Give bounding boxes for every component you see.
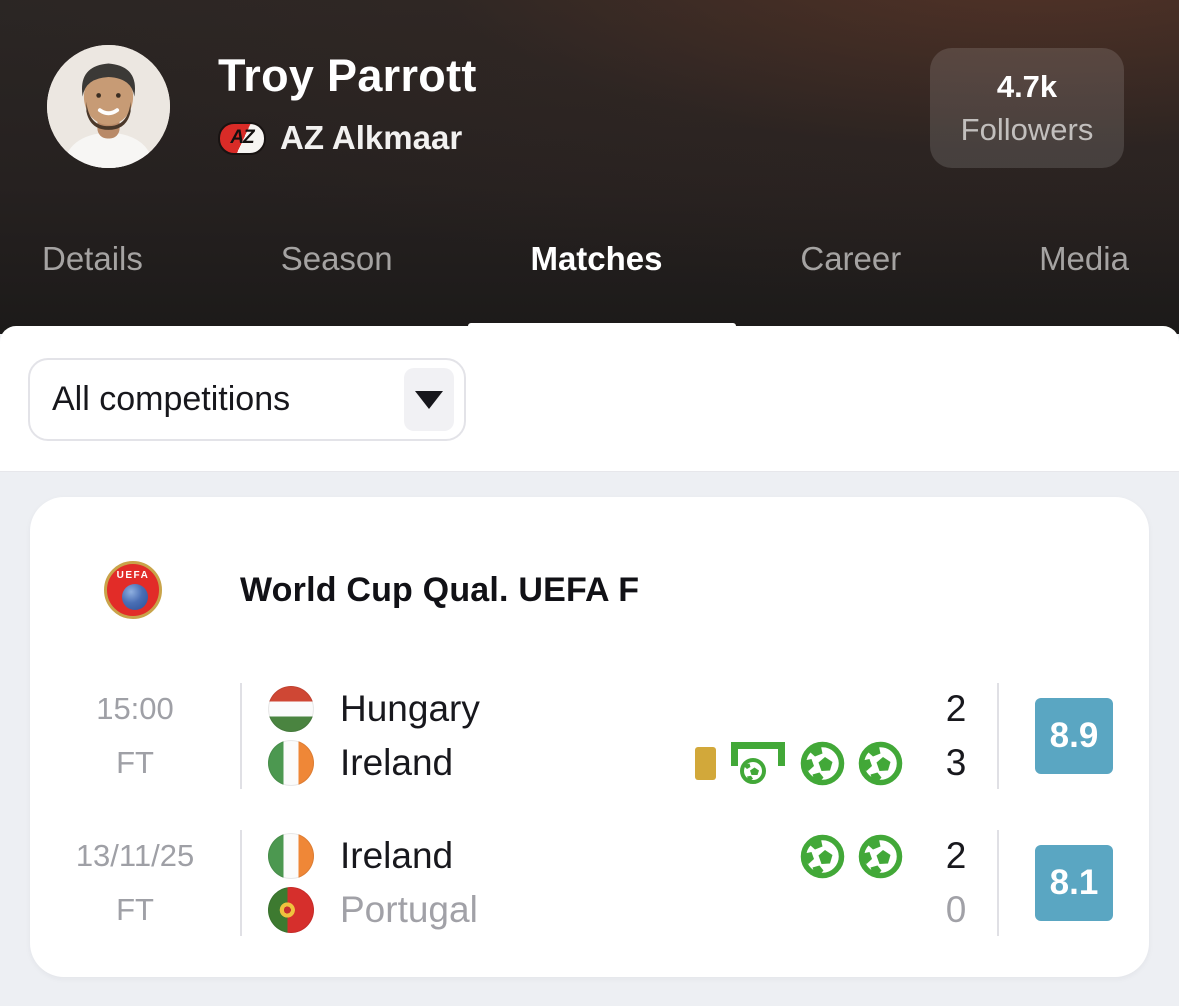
- competition-title: World Cup Qual. UEFA F: [240, 570, 640, 609]
- divider: [240, 683, 242, 789]
- team-row[interactable]: AZ AZ Alkmaar: [218, 119, 477, 157]
- az-alkmaar-logo-icon: AZ: [218, 121, 266, 155]
- match-status: FT: [116, 745, 154, 780]
- match-time: 15:00: [96, 691, 174, 726]
- team-flag: [268, 887, 314, 933]
- team-flag: [268, 833, 314, 879]
- goal-icon: [858, 741, 903, 786]
- match-row[interactable]: 13/11/25 FT Ireland 2 Portugal: [30, 829, 1149, 937]
- team-line-home: Hungary 2: [268, 682, 977, 736]
- rating-column: 8.9: [999, 698, 1149, 774]
- chevron-down-icon: [415, 390, 443, 409]
- teams-column: Ireland 2 Portugal 0: [242, 829, 997, 937]
- uefa-logo-text: UEFA: [116, 570, 150, 581]
- goal-icon: [800, 834, 845, 879]
- tab-career[interactable]: Career: [800, 240, 902, 277]
- match-row[interactable]: 15:00 FT Hungary 2 Ireland: [30, 682, 1149, 790]
- player-avatar: [47, 45, 170, 168]
- team-label: Ireland: [340, 835, 454, 876]
- yellow-card-icon: [695, 746, 716, 780]
- player-info: Troy Parrott AZ AZ Alkmaar: [218, 50, 477, 157]
- team-score: 3: [945, 742, 967, 783]
- match-date: 13/11/25: [75, 838, 195, 873]
- team-line-home: Ireland 2: [268, 829, 977, 883]
- penalty-goal-icon: [729, 740, 787, 786]
- match-status: FT: [116, 892, 154, 927]
- goal-icon: [858, 834, 903, 879]
- rating-column: 8.1: [999, 845, 1149, 921]
- team-line-away: Ireland 3: [268, 736, 977, 790]
- matches-content: UEFA World Cup Qual. UEFA F 15:00 FT Hun…: [0, 472, 1179, 998]
- team-score: 2: [945, 835, 967, 876]
- az-logo-text: AZ: [230, 127, 254, 148]
- team-score: 2: [945, 688, 967, 729]
- tab-media[interactable]: Media: [1039, 240, 1129, 277]
- competition-filter-value: All competitions: [52, 380, 291, 418]
- competition-filter-dropdown[interactable]: All competitions: [28, 358, 466, 441]
- team-name: AZ Alkmaar: [280, 119, 463, 156]
- divider: [240, 830, 242, 936]
- match-when: 15:00 FT: [30, 682, 240, 790]
- player-header: Troy Parrott AZ AZ Alkmaar 4.7k Follower…: [0, 0, 1179, 334]
- followers-label: Followers: [960, 111, 1094, 147]
- team-label: Portugal: [340, 889, 478, 930]
- event-icons: [695, 740, 903, 786]
- followers-badge[interactable]: 4.7k Followers: [930, 48, 1124, 168]
- teams-column: Hungary 2 Ireland 3: [242, 682, 997, 790]
- caret-box: [404, 368, 454, 431]
- player-photo: [47, 45, 170, 168]
- match-when: 13/11/25 FT: [30, 829, 240, 937]
- player-rating-badge[interactable]: 8.9: [1035, 698, 1113, 774]
- tab-matches[interactable]: Matches: [530, 240, 663, 277]
- competition-header[interactable]: UEFA World Cup Qual. UEFA F: [30, 497, 1149, 619]
- team-label: Ireland: [340, 742, 454, 783]
- filter-bar: All competitions: [0, 326, 1179, 472]
- team-flag: [268, 686, 314, 732]
- tab-season[interactable]: Season: [280, 240, 393, 277]
- team-label: Hungary: [340, 688, 480, 729]
- tab-bar: Details Season Matches Career Media: [0, 240, 1179, 278]
- player-rating-badge[interactable]: 8.1: [1035, 845, 1113, 921]
- tab-details[interactable]: Details: [42, 240, 143, 277]
- goal-icon: [800, 741, 845, 786]
- uefa-logo-icon: UEFA: [104, 561, 162, 619]
- divider: [997, 830, 999, 936]
- team-flag: [268, 740, 314, 786]
- uefa-globe-icon: [122, 584, 148, 610]
- matches-card: UEFA World Cup Qual. UEFA F 15:00 FT Hun…: [30, 497, 1149, 977]
- team-score: 0: [945, 889, 967, 930]
- followers-count: 4.7k: [996, 68, 1058, 104]
- player-name: Troy Parrott: [218, 50, 477, 101]
- event-icons: [800, 834, 903, 879]
- divider: [997, 683, 999, 789]
- team-line-away: Portugal 0: [268, 883, 977, 937]
